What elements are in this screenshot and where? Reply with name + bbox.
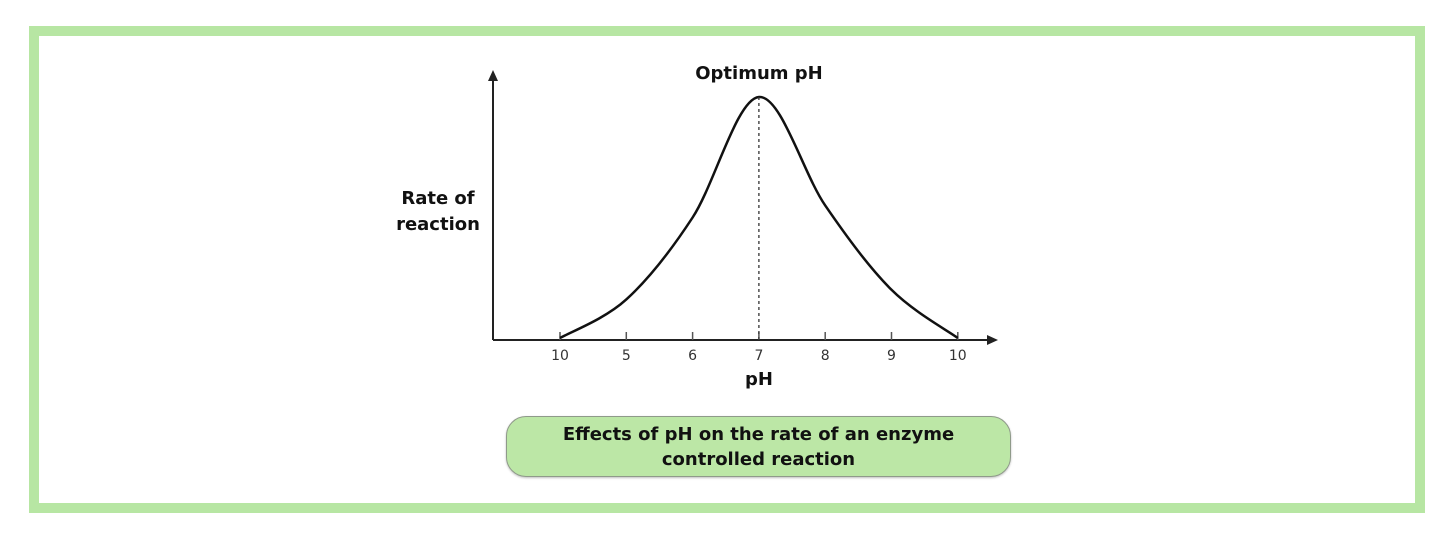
x-tick-label: 8	[821, 348, 830, 364]
caption-line: Effects of pH on the rate of an enzyme	[562, 423, 955, 445]
x-axis-label: pH	[745, 369, 773, 390]
y-axis-label-line: Rate of	[401, 188, 475, 209]
x-tick-label: 10	[949, 348, 967, 364]
x-axis-arrow	[987, 335, 998, 345]
x-tick-label: 7	[754, 348, 763, 364]
x-tick-label: 6	[688, 348, 697, 364]
x-tick-label: 9	[887, 348, 896, 364]
x-tick-label: 10	[551, 348, 569, 364]
chart-title: Optimum pH	[695, 63, 823, 84]
caption-line: controlled reaction	[661, 448, 856, 470]
y-axis-arrow	[488, 70, 498, 81]
y-axis-label: Rate of reaction	[385, 186, 491, 238]
x-tick-label: 5	[622, 348, 631, 364]
y-axis-label-line: reaction	[396, 214, 480, 235]
caption-box: Effects of pH on the rate of an enzyme c…	[506, 416, 1011, 477]
chart-frame	[29, 26, 1425, 513]
